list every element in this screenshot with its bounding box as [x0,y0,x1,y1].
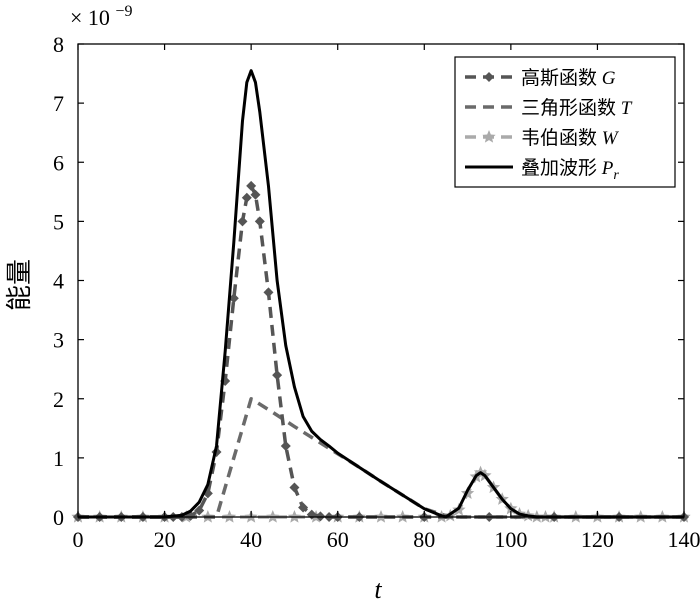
series-line [78,69,684,519]
legend-marker [484,72,494,82]
data-point [228,293,239,304]
y-tick-label: 3 [53,328,64,353]
data-point [374,510,388,523]
legend-label: 叠加波形 Pr [521,157,619,183]
series-4 [78,69,684,519]
legend-label-text: 韦伯函数 [521,127,602,149]
x-tick-label: 40 [240,527,262,552]
data-point [266,510,280,523]
legend-label: 三角形函数 T [521,97,633,119]
data-point [289,482,300,493]
y-multiplier-exponent: −9 [115,3,132,20]
y-tick-label: 1 [53,446,64,471]
x-tick-label: 100 [494,527,527,552]
y-tick-label: 4 [53,269,64,294]
y-tick-label: 8 [53,32,64,57]
legend-item: 高斯函数 G [465,67,616,89]
data-point [246,180,257,191]
data-point [254,216,265,227]
data-point [222,510,237,523]
x-tick-label: 20 [154,527,176,552]
data-point [194,505,205,516]
legend-label-symbol: P [601,158,614,179]
legend-label: 韦伯函数 W [521,127,620,149]
legend-label-subscript: r [613,168,619,183]
y-multiplier: × 10 −9 [70,3,132,30]
legend-label-symbol: W [602,128,620,149]
axes-layer: 0 20 40 60 80 100 120 140 0 1 2 3 4 5 6 7 8 [53,32,700,552]
legend-label-text: 三角形函数 [521,97,621,119]
y-tick-label: 2 [53,387,64,412]
legend-item: 三角形函数 T [465,97,633,119]
data-point [241,192,252,203]
y-multiplier-base: × 10 [70,5,110,30]
data-point [280,441,291,452]
legend-label-text: 高斯函数 [521,67,602,89]
x-tick-label: 140 [668,527,700,552]
legend-item: 韦伯函数 W [465,127,620,149]
y-axis-title: 能量 [5,259,34,311]
y-tick-label: 6 [53,150,64,175]
data-point [287,510,302,523]
x-tick-label: 120 [581,527,614,552]
x-tick-label: 60 [327,527,349,552]
legend-label: 高斯函数 G [521,67,616,89]
data-point [272,370,283,381]
legend-marker [482,130,496,143]
y-tick-label: 0 [53,505,64,530]
legend-label-text: 叠加波形 [521,157,602,179]
x-axis-title: t [374,575,382,604]
legend-label-symbol: T [621,98,633,119]
data-point [250,189,261,200]
legend-item: 叠加波形 Pr [465,157,619,183]
x-tick-label: 0 [73,527,84,552]
y-tick-label: 5 [53,209,64,234]
legend-label-symbol: G [602,68,616,89]
data-point [263,287,274,298]
data-point [298,502,309,513]
y-tick-label: 7 [53,91,64,116]
data-point [237,216,248,227]
x-tick-label: 80 [413,527,435,552]
